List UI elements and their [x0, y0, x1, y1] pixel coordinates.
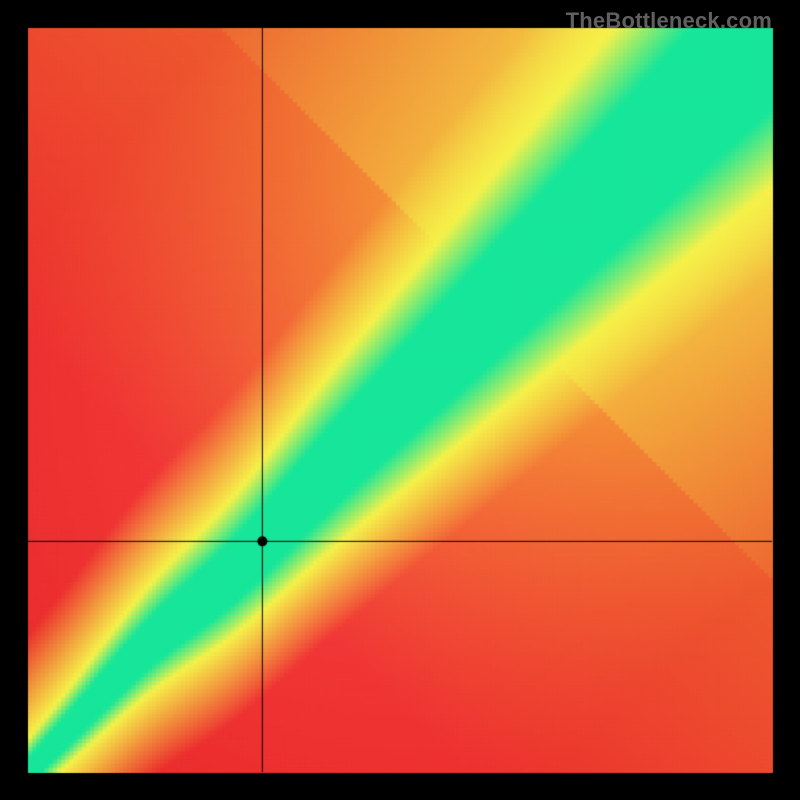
chart-container: TheBottleneck.com	[0, 0, 800, 800]
bottleneck-heatmap-canvas	[0, 0, 800, 800]
watermark-text: TheBottleneck.com	[566, 8, 772, 34]
